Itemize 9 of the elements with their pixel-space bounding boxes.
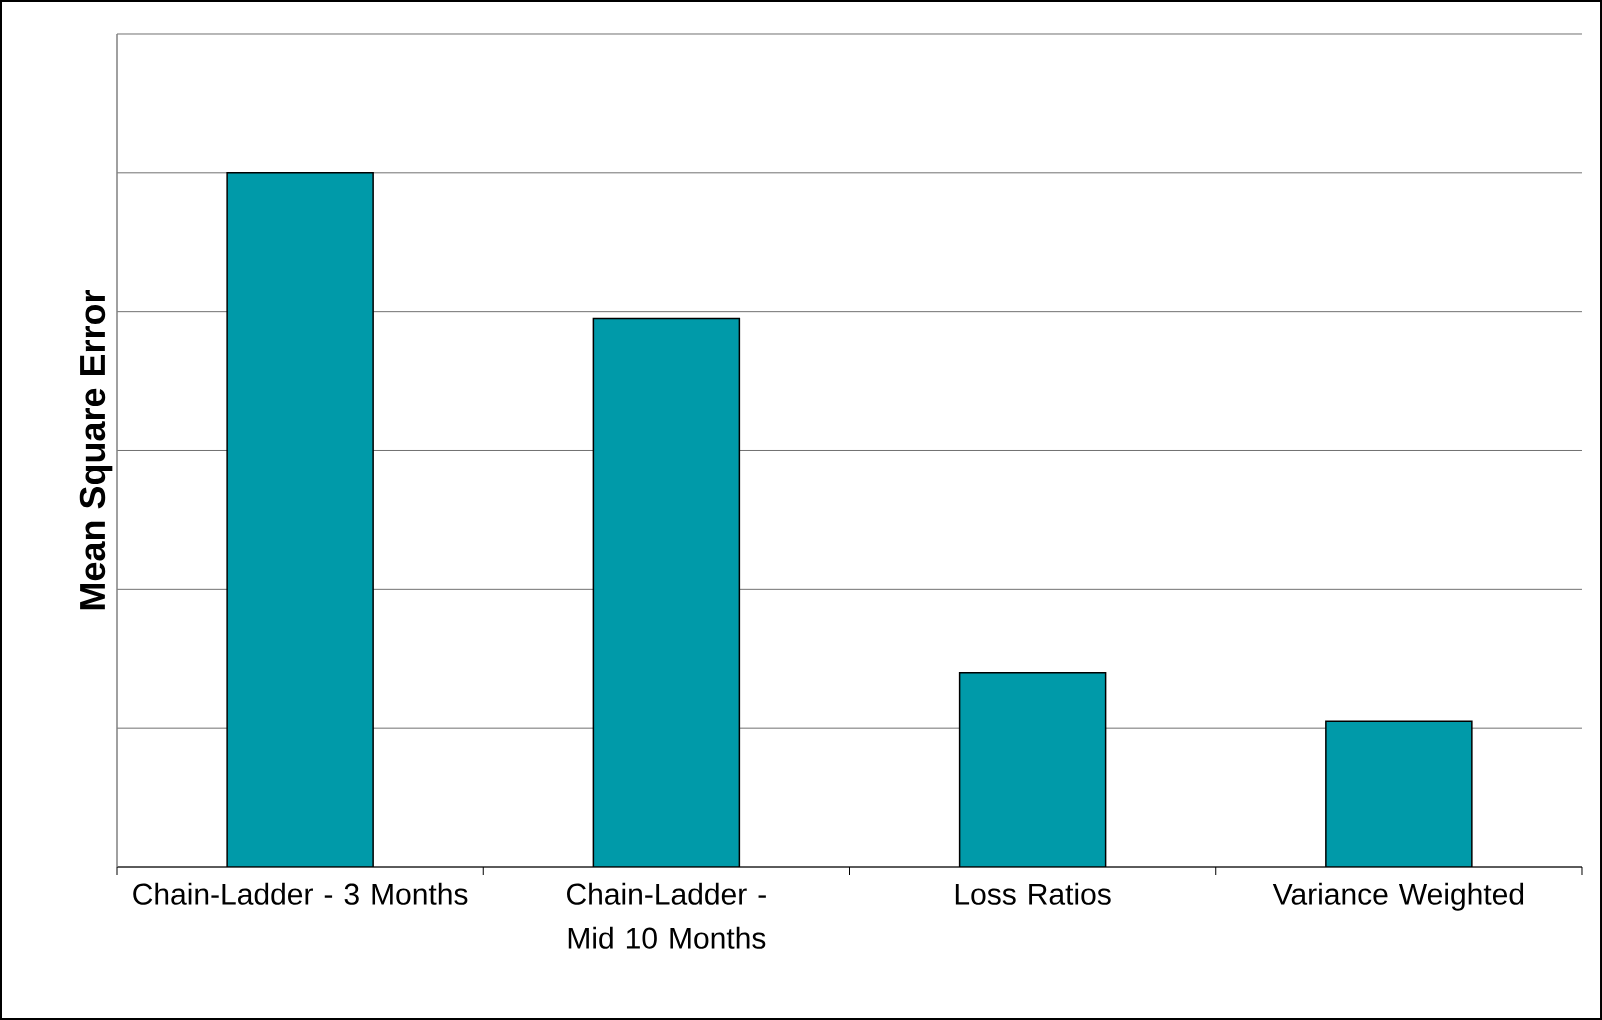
x-tick-label: Loss Ratios [955, 882, 1111, 905]
bar [592, 317, 741, 867]
y-axis-title: Mean Square Error [79, 290, 113, 610]
x-tick-label: Chain-Ladder - Mid 10 Months [567, 882, 766, 949]
x-tick-label: Variance Weighted [1272, 882, 1524, 911]
bar [1325, 720, 1473, 867]
bar [226, 172, 374, 867]
bar [958, 671, 1107, 867]
x-tick-label: Chain-Ladder - 3 Months [133, 882, 468, 905]
